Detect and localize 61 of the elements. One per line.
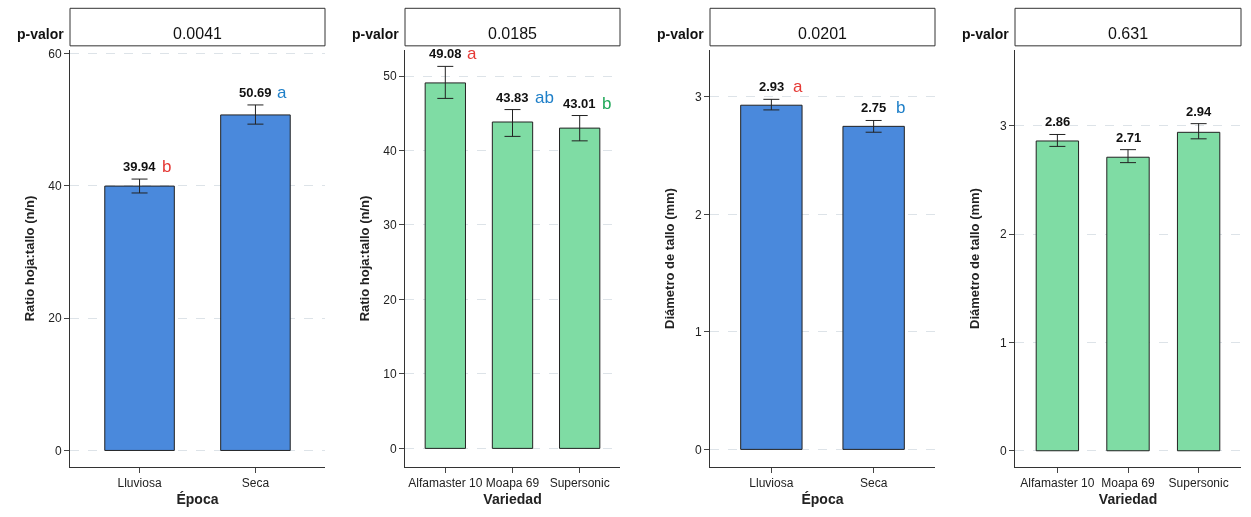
- x-tick-label: Alfamaster 10: [1020, 476, 1095, 491]
- y-tick-label: 0: [999, 443, 1007, 458]
- x-tick-label: Supersonic: [1168, 476, 1229, 491]
- y-tick-label: 2: [694, 207, 702, 222]
- chart-title: p-valor: [657, 26, 705, 42]
- annotation: b: [162, 157, 172, 176]
- y-tick-label: 20: [48, 311, 62, 326]
- annotation: b: [896, 98, 906, 117]
- x-tick-label: Supersonic: [549, 476, 610, 491]
- chart-subtitle: 0.0201: [798, 25, 848, 42]
- y-tick-label: 20: [383, 292, 397, 307]
- annotation: b: [602, 94, 612, 113]
- x-axis-title: Variedad: [1098, 490, 1158, 507]
- data-label: 2.86: [1045, 114, 1071, 129]
- y-tick-label: 40: [48, 178, 62, 193]
- data-label: 2.71: [1116, 130, 1142, 145]
- data-label: 2.75: [861, 100, 887, 115]
- y-tick-label: 0: [389, 441, 397, 456]
- annotation: a: [467, 44, 477, 63]
- x-tick-label: Alfamaster 10: [408, 476, 483, 491]
- y-tick-label: 0: [694, 442, 702, 457]
- y-tick-label: 3: [694, 90, 702, 105]
- y-axis-title: Ratio hoja:tallo (n/n): [22, 195, 37, 322]
- annotation: a: [277, 83, 287, 102]
- y-axis-title: Diámetro de tallo (mm): [967, 188, 982, 329]
- y-tick-label: 10: [383, 367, 397, 382]
- x-tick-label: Lluviosa: [749, 476, 794, 491]
- x-tick-label: Seca: [859, 476, 888, 491]
- data-label: 2.94: [1186, 104, 1213, 119]
- y-tick-label: 40: [383, 143, 397, 158]
- y-tick-label: 1: [694, 325, 702, 340]
- data-label: 43.83: [496, 90, 529, 105]
- x-tick-label: Moapa 69: [485, 476, 540, 491]
- data-label: 39.94: [123, 159, 157, 174]
- x-axis-title: Variedad: [483, 490, 542, 507]
- x-tick-label: Moapa 69: [1101, 476, 1156, 491]
- x-axis-title: Época: [801, 490, 844, 507]
- chart-title: p-valor: [962, 26, 1010, 42]
- x-tick-label: Lluviosa: [117, 476, 162, 491]
- data-label: 49.08: [429, 46, 462, 61]
- annotation: a: [793, 77, 803, 96]
- data-label: 2.93: [759, 79, 785, 94]
- data-label: 50.69: [239, 85, 272, 100]
- y-tick-label: 30: [383, 218, 397, 233]
- annotation: ab: [535, 88, 554, 107]
- y-tick-label: 1: [999, 335, 1007, 350]
- chart-subtitle: 0.631: [1108, 25, 1149, 42]
- y-tick-label: 2: [999, 227, 1007, 242]
- y-axis-title: Diámetro de tallo (mm): [662, 188, 677, 329]
- chart-subtitle: 0.0185: [488, 25, 538, 42]
- chart-title: p-valor: [352, 26, 400, 42]
- chart-subtitle: 0.0041: [173, 25, 223, 42]
- data-label: 43.01: [563, 96, 596, 111]
- y-tick-label: 0: [54, 443, 62, 458]
- y-tick-label: 60: [48, 46, 62, 61]
- chart-title: p-valor: [17, 26, 65, 42]
- x-axis-title: Época: [176, 490, 219, 507]
- y-tick-label: 50: [383, 69, 397, 84]
- x-tick-label: Seca: [241, 476, 270, 491]
- y-tick-label: 3: [999, 119, 1007, 134]
- y-axis-title: Ratio hoja:tallo (n/n): [357, 195, 372, 322]
